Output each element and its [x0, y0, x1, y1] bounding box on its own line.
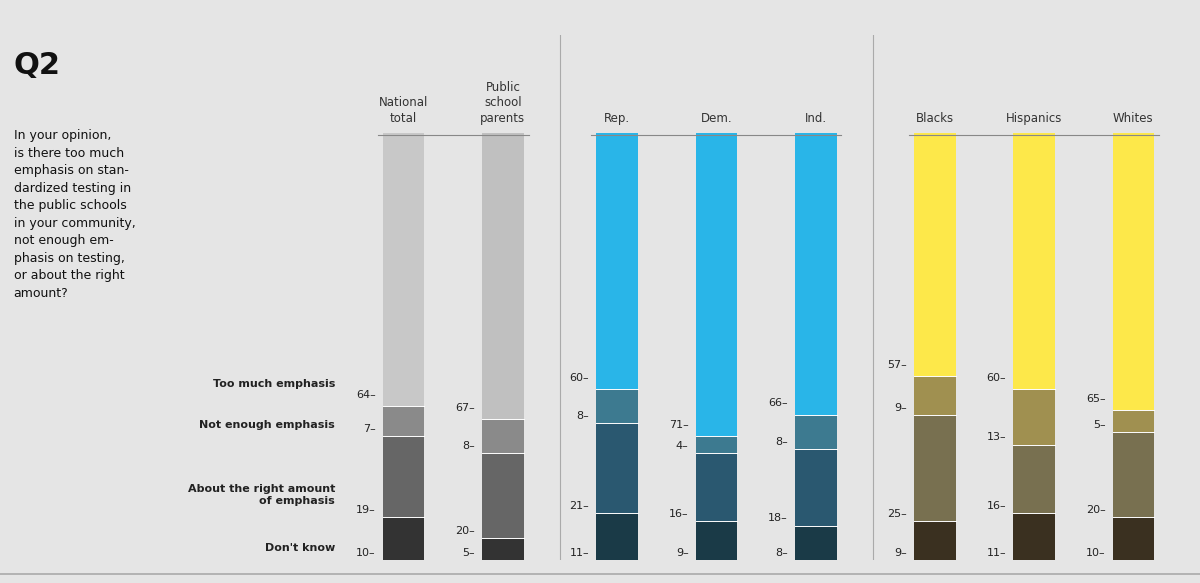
Text: 5–: 5– [1093, 420, 1105, 430]
Bar [383, 406, 425, 436]
Text: 21–: 21– [570, 501, 589, 511]
Text: 20–: 20– [455, 526, 475, 536]
Text: Rep.: Rep. [604, 111, 630, 125]
Text: National
total: National total [379, 96, 428, 125]
Bar [794, 525, 836, 560]
Text: 9–: 9– [894, 402, 907, 413]
Text: Don't know: Don't know [265, 543, 335, 553]
Text: 5–: 5– [462, 549, 475, 559]
Text: 8–: 8– [576, 411, 589, 421]
Text: 11–: 11– [986, 549, 1007, 559]
Bar [596, 389, 638, 423]
Bar [482, 538, 523, 560]
Bar [1013, 444, 1055, 513]
Bar [1112, 133, 1154, 410]
Bar [794, 415, 836, 449]
Bar [914, 376, 955, 415]
Text: Dem.: Dem. [701, 111, 732, 125]
Text: 60–: 60– [986, 373, 1007, 382]
Text: 8–: 8– [775, 437, 788, 447]
Bar [482, 133, 523, 419]
Text: 19–: 19– [356, 505, 376, 515]
Bar [596, 133, 638, 389]
Bar [696, 453, 737, 521]
Text: 20–: 20– [1086, 505, 1105, 515]
Bar [1013, 133, 1055, 389]
Bar [1112, 410, 1154, 431]
Text: 4–: 4– [676, 441, 689, 451]
Text: 65–: 65– [1086, 394, 1105, 404]
Text: 64–: 64– [356, 389, 376, 400]
Bar [914, 415, 955, 521]
Bar [596, 513, 638, 560]
Text: 8–: 8– [462, 441, 475, 451]
Bar [596, 423, 638, 513]
Bar [794, 449, 836, 525]
Text: Whites: Whites [1114, 111, 1153, 125]
Text: 67–: 67– [455, 402, 475, 413]
Text: 11–: 11– [570, 549, 589, 559]
Text: 9–: 9– [894, 549, 907, 559]
Text: Q2: Q2 [13, 51, 61, 80]
Text: Too much emphasis: Too much emphasis [212, 379, 335, 389]
Bar [794, 133, 836, 415]
Text: 10–: 10– [1086, 549, 1105, 559]
Bar [696, 436, 737, 453]
Text: Public
school
parents: Public school parents [480, 80, 526, 125]
Text: 16–: 16– [986, 501, 1007, 511]
Bar [383, 436, 425, 517]
Text: 60–: 60– [570, 373, 589, 382]
Text: 66–: 66– [768, 398, 788, 408]
Bar [1013, 389, 1055, 444]
Text: 10–: 10– [356, 549, 376, 559]
Text: Not enough emphasis: Not enough emphasis [199, 420, 335, 430]
Text: About the right amount
of emphasis: About the right amount of emphasis [187, 484, 335, 507]
Text: 71–: 71– [668, 420, 689, 430]
Bar [914, 133, 955, 376]
Bar [696, 521, 737, 560]
Bar [914, 521, 955, 560]
Text: 16–: 16– [668, 509, 689, 519]
Text: 13–: 13– [986, 433, 1007, 442]
Bar [482, 419, 523, 453]
Text: 7–: 7– [364, 424, 376, 434]
Bar [482, 453, 523, 538]
Text: Blacks: Blacks [916, 111, 954, 125]
Text: 18–: 18– [768, 514, 788, 524]
Bar [696, 133, 737, 436]
Bar [1013, 513, 1055, 560]
Text: 57–: 57– [887, 360, 907, 370]
Bar [1112, 517, 1154, 560]
Bar [1112, 431, 1154, 517]
Text: 25–: 25– [887, 509, 907, 519]
Text: Hispanics: Hispanics [1006, 111, 1062, 125]
Text: 8–: 8– [775, 549, 788, 559]
Text: In your opinion,
is there too much
emphasis on stan-
dardized testing in
the pub: In your opinion, is there too much empha… [13, 129, 136, 300]
Bar [383, 133, 425, 406]
Bar [383, 517, 425, 560]
Text: Ind.: Ind. [805, 111, 827, 125]
Text: 9–: 9– [676, 549, 689, 559]
